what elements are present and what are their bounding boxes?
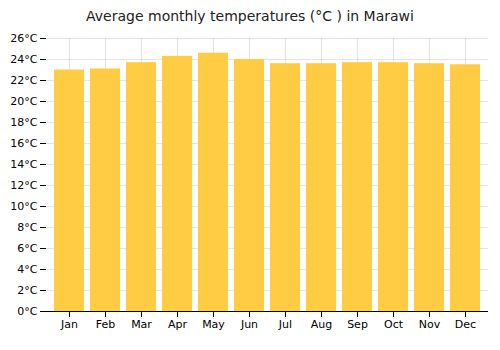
svg-text:6°C: 6°C xyxy=(17,242,37,255)
svg-text:20°C: 20°C xyxy=(10,95,37,108)
svg-text:Jul: Jul xyxy=(278,318,292,331)
svg-text:2°C: 2°C xyxy=(17,284,37,297)
svg-text:Sep: Sep xyxy=(347,318,368,331)
svg-text:0°C: 0°C xyxy=(17,305,37,318)
svg-text:Oct: Oct xyxy=(384,318,404,331)
svg-text:Dec: Dec xyxy=(455,318,476,331)
svg-text:4°C: 4°C xyxy=(17,263,37,276)
svg-text:Feb: Feb xyxy=(96,318,115,331)
svg-text:16°C: 16°C xyxy=(10,137,37,150)
html-text:Average monthly temperatures (: Average monthly temperatures (°C ) in Ma… xyxy=(86,8,414,24)
svg-text:22°C: 22°C xyxy=(10,74,37,87)
svg-text:26°C: 26°C xyxy=(10,32,37,45)
svg-text:14°C: 14°C xyxy=(10,158,37,171)
svg-text:24°C: 24°C xyxy=(10,53,37,66)
svg-text:Apr: Apr xyxy=(168,318,188,331)
svg-text:12°C: 12°C xyxy=(10,179,37,192)
svg-text:May: May xyxy=(202,318,225,331)
svg-text:8°C: 8°C xyxy=(17,221,37,234)
svg-text:Jan: Jan xyxy=(60,318,78,331)
svg-text:Nov: Nov xyxy=(419,318,441,331)
svg-text:Jun: Jun xyxy=(240,318,258,331)
svg-text:18°C: 18°C xyxy=(10,116,37,129)
svg-text:10°C: 10°C xyxy=(10,200,37,213)
svg-text:Mar: Mar xyxy=(131,318,152,331)
svg-text:Aug: Aug xyxy=(311,318,332,331)
